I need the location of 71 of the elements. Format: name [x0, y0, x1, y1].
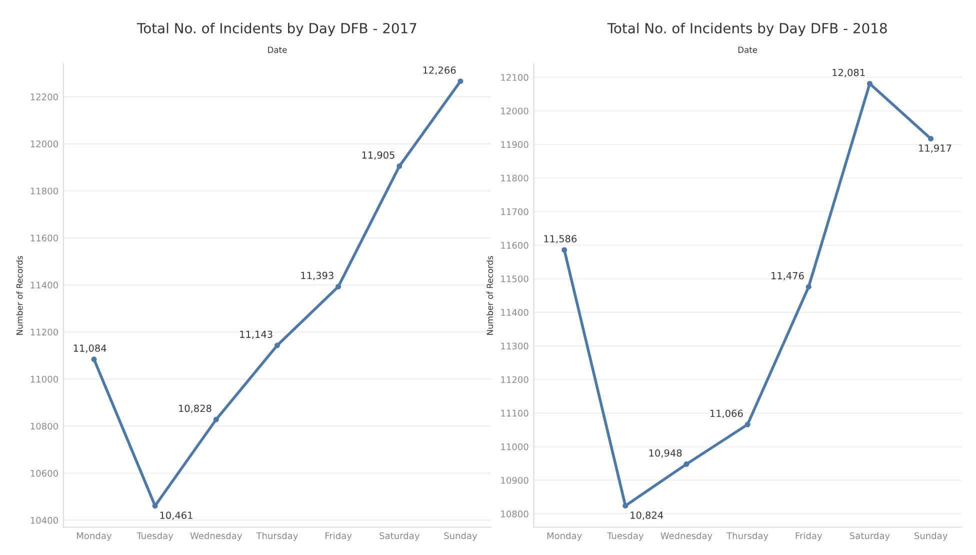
y-tick-label: 11400 — [501, 309, 528, 316]
y-axis-title: Number of Records — [486, 256, 494, 335]
data-label: 11,066 — [710, 410, 743, 418]
point — [274, 342, 280, 348]
x-tick-label: Wednesday — [190, 532, 242, 541]
data-label: 11,084 — [74, 344, 106, 353]
x-tick-label: Friday — [326, 532, 352, 541]
point — [396, 163, 402, 169]
x-tick-label: Sunday — [444, 532, 478, 541]
point — [928, 136, 934, 142]
y-tick-label: 11200 — [501, 376, 528, 384]
x-tick-label: Monday — [77, 532, 112, 541]
y-tick-label: 11100 — [501, 410, 528, 417]
x-axis-title: Date — [268, 46, 287, 53]
data-label: 10,461 — [160, 512, 192, 520]
point — [622, 502, 628, 509]
x-tick-label: Saturday — [380, 532, 420, 541]
point — [562, 247, 568, 253]
y-tick-label: 11800 — [30, 188, 58, 194]
y-tick-label: 11000 — [30, 376, 58, 383]
x-tick-label: Sunday — [914, 532, 948, 541]
y-tick-label: 10800 — [30, 422, 58, 430]
y-tick-label: 11000 — [501, 443, 528, 450]
point — [91, 356, 97, 362]
data-label: 12,266 — [423, 66, 456, 75]
y-tick-label: 12200 — [30, 93, 58, 100]
point — [336, 284, 342, 290]
y-tick-label: 11600 — [501, 242, 528, 249]
point — [806, 284, 812, 290]
point — [213, 416, 219, 422]
data-label: 10,828 — [179, 404, 212, 414]
point — [458, 78, 464, 84]
y-tick-label: 11900 — [501, 141, 528, 148]
data-label: 11,143 — [240, 330, 272, 339]
y-tick-label: 10400 — [30, 516, 58, 524]
x-tick-label: Tuesday — [136, 532, 174, 541]
y-tick-label: 12100 — [501, 74, 528, 81]
y-tick-label: 12000 — [501, 108, 528, 114]
data-label: 10,824 — [630, 511, 664, 520]
data-label: 10,948 — [649, 449, 682, 458]
point — [684, 461, 690, 467]
x-tick-label: Wednesday — [660, 532, 712, 541]
y-tick-label: 11400 — [30, 282, 58, 289]
y-tick-label: 11500 — [501, 275, 528, 282]
y-tick-label: 11700 — [501, 208, 528, 216]
chart-title: Total No. of Incidents by Day DFB - 2017 — [136, 22, 416, 36]
y-tick-label: 11300 — [501, 342, 528, 350]
y-tick-label: 11600 — [30, 234, 58, 242]
data-label: 11,586 — [544, 235, 577, 244]
data-label: 11,917 — [919, 144, 952, 153]
x-tick-label: Monday — [547, 532, 582, 541]
x-tick-label: Friday — [796, 532, 822, 541]
x-tick-label: Thursday — [256, 532, 298, 541]
data-label: 11,393 — [301, 272, 334, 280]
data-label: 12,081 — [832, 68, 865, 78]
data-label: 11,476 — [772, 272, 804, 280]
y-tick-label: 11200 — [30, 328, 58, 336]
y-tick-label: 11800 — [501, 174, 528, 182]
point — [744, 422, 750, 428]
y-tick-label: 10900 — [501, 476, 528, 484]
data-label: 11,905 — [362, 151, 394, 160]
chart-title: Total No. of Incidents by Day DFB - 2018 — [607, 22, 887, 36]
x-tick-label: Tuesday — [607, 532, 644, 541]
y-tick-label: 12000 — [30, 140, 58, 148]
y-axis-title: Number of Records — [16, 256, 23, 335]
x-axis-title: Date — [738, 46, 758, 53]
x-tick-label: Saturday — [850, 532, 890, 541]
y-tick-label: 10600 — [30, 470, 58, 477]
y-tick-label: 10800 — [501, 510, 528, 518]
x-tick-label: Thursday — [726, 532, 768, 541]
point — [866, 80, 873, 86]
